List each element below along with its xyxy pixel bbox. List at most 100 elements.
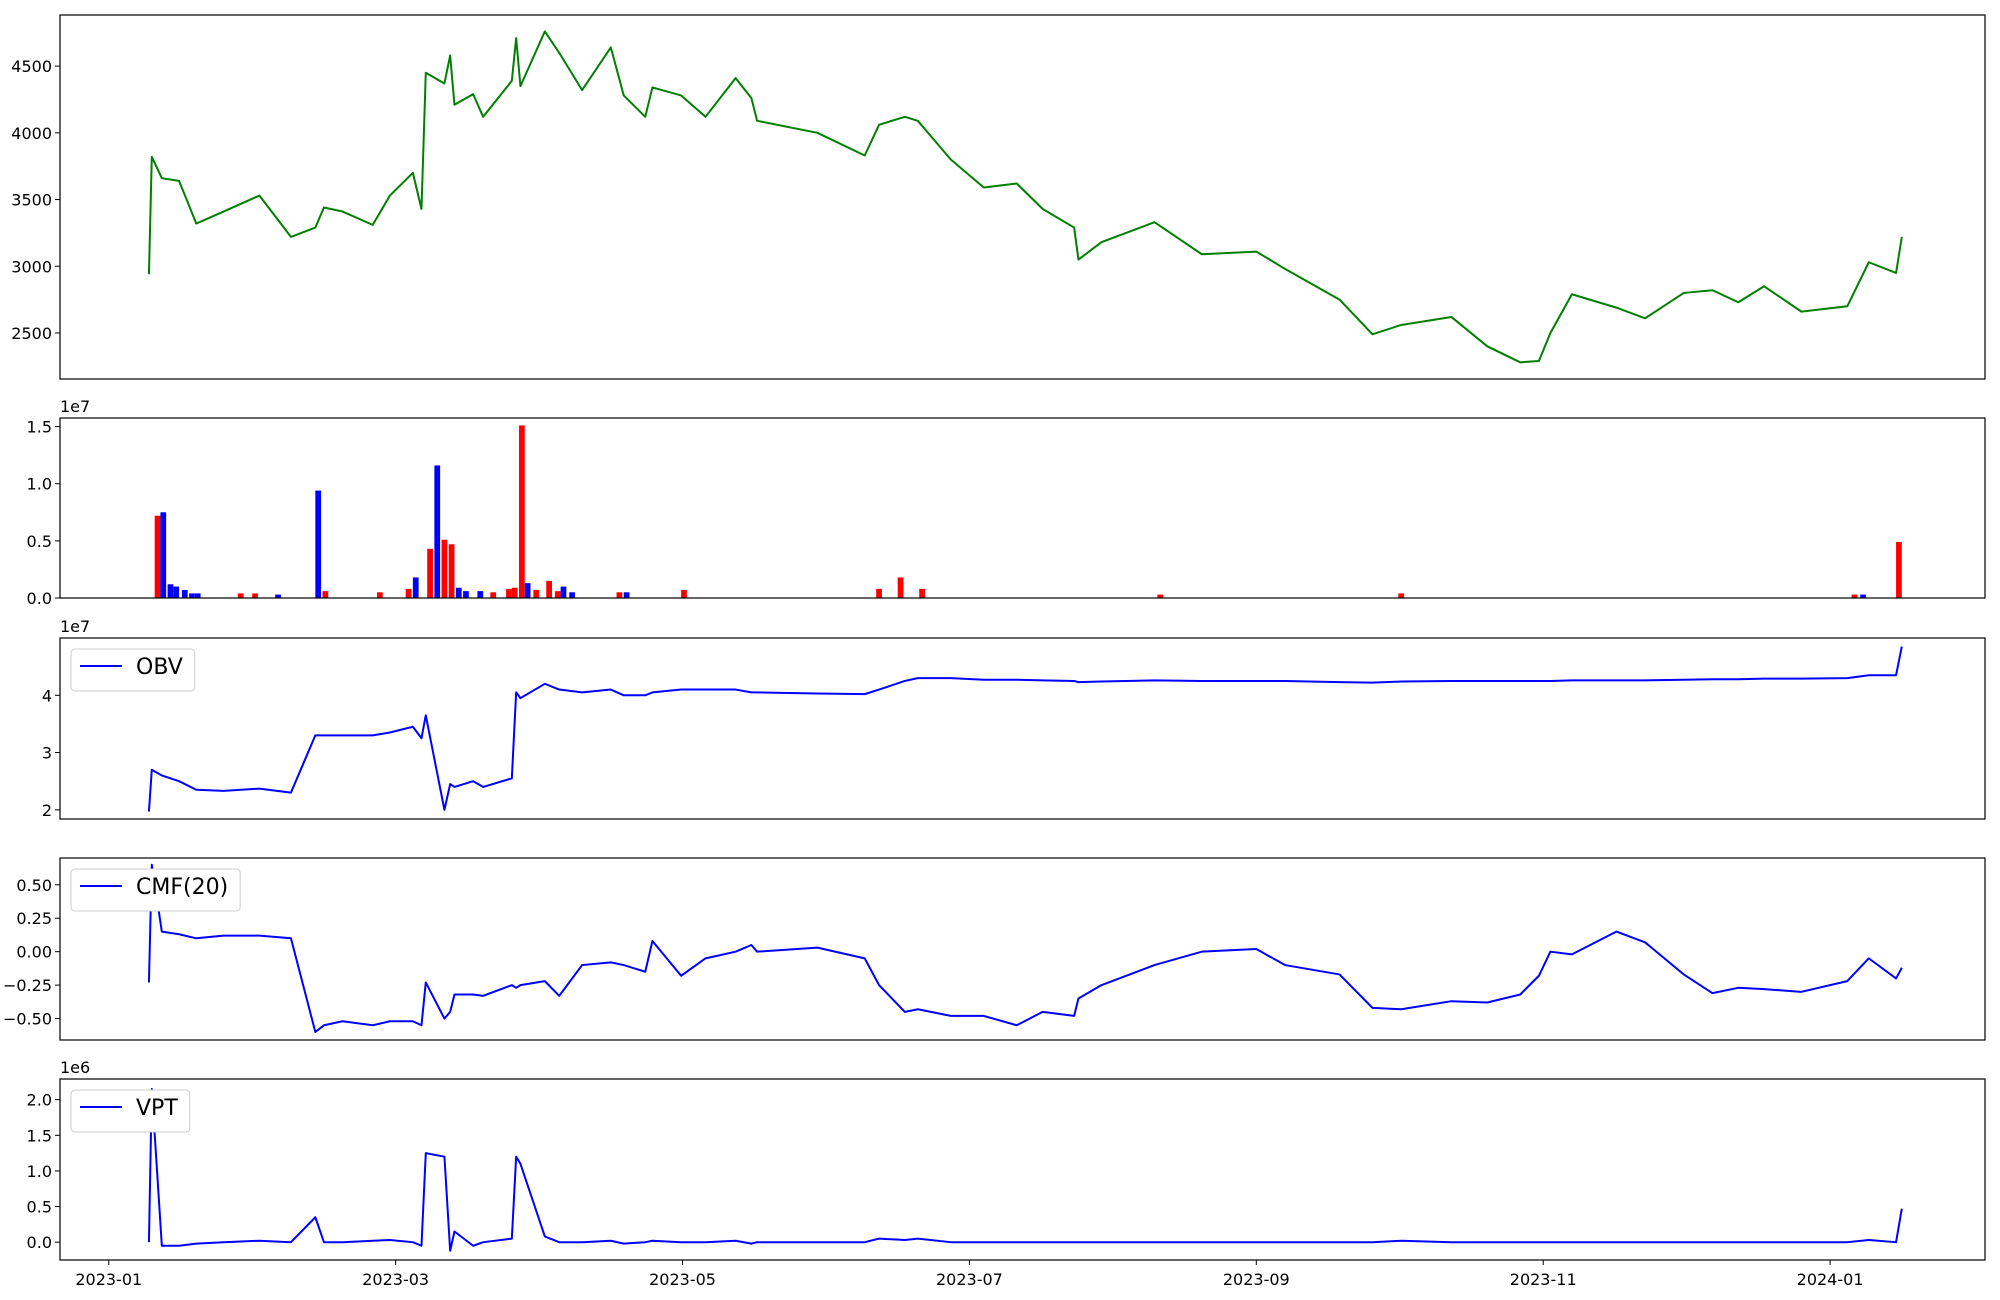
- bar: [441, 539, 448, 598]
- plot-area: [147, 30, 1903, 364]
- bar: [448, 544, 455, 598]
- bar: [524, 583, 531, 598]
- bar: [876, 588, 882, 598]
- bar: [412, 577, 419, 598]
- bar: [181, 590, 188, 598]
- bar: [477, 591, 484, 598]
- legend-label: CMF(20): [136, 875, 228, 900]
- x-tick-label: 2023-03: [362, 1270, 429, 1289]
- y-tick-label: 3500: [11, 191, 52, 210]
- bar: [554, 591, 561, 598]
- line: [147, 30, 1903, 364]
- y-tick-label: 1.5: [27, 418, 52, 437]
- y-tick-label: 4500: [11, 57, 52, 76]
- bar: [1851, 594, 1858, 598]
- y-tick-label: −0.50: [3, 1010, 52, 1029]
- plot-area: [147, 1087, 1903, 1252]
- panel: 0.0 0.5 1.0 1.5 2.0 2023-01 2023-03 2023-05 2023…: [27, 1058, 1986, 1289]
- y-tick-label: 0.25: [16, 909, 52, 928]
- x-tick-label: 2023-09: [1223, 1270, 1290, 1289]
- y-tick-label: 3000: [11, 257, 52, 276]
- y-tick-label: 2500: [11, 324, 52, 343]
- bar: [569, 592, 575, 598]
- y-tick-label: −0.25: [3, 976, 52, 995]
- y-tick-label: 1.5: [27, 1126, 52, 1145]
- x-tick-label: 2023-05: [649, 1270, 716, 1289]
- y-tick-label: 1.0: [27, 1162, 52, 1181]
- legend: CMF(20): [70, 868, 241, 912]
- x-tick-label: 2023-11: [1510, 1270, 1577, 1289]
- bar: [1398, 593, 1405, 598]
- bar: [322, 591, 329, 598]
- y-tick-label: 4000: [11, 124, 52, 143]
- axis-offset: 1e6: [60, 1058, 90, 1077]
- bar: [506, 588, 512, 598]
- bar: [154, 515, 161, 598]
- plot-area: [147, 646, 1903, 812]
- y-tick-label: 1.0: [27, 475, 52, 494]
- bar: [377, 592, 383, 598]
- plot-area: [147, 863, 1903, 1033]
- axes-frame: [59, 1078, 1986, 1261]
- y-tick-label: 0.5: [27, 1198, 52, 1217]
- x-tick-label: 2024-01: [1797, 1270, 1864, 1289]
- line: [147, 646, 1903, 812]
- bar: [519, 425, 525, 598]
- bar: [315, 490, 322, 598]
- legend-label: VPT: [136, 1096, 178, 1121]
- y-tick-label: 0.0: [27, 589, 52, 608]
- legend-box: [70, 868, 241, 912]
- axes-frame: [59, 417, 1986, 599]
- bar: [189, 593, 195, 598]
- bar: [1157, 594, 1164, 598]
- y-tick-label: 4: [42, 686, 52, 705]
- y-tick-label: 3: [42, 744, 52, 763]
- bar: [463, 591, 469, 598]
- bar: [405, 588, 412, 598]
- bar: [560, 586, 567, 598]
- bar: [237, 593, 244, 598]
- legend-label: OBV: [136, 655, 183, 680]
- line: [147, 1087, 1903, 1252]
- plot-area: [154, 425, 1902, 598]
- bar: [434, 465, 441, 598]
- bar: [511, 587, 518, 598]
- x-tick-label: 2023-07: [936, 1270, 1003, 1289]
- bar: [173, 586, 180, 598]
- bar: [616, 592, 623, 598]
- legend-box: [70, 1089, 191, 1133]
- y-tick-label: 2: [42, 801, 52, 820]
- bar: [455, 587, 462, 598]
- y-tick-label: 0.00: [16, 943, 52, 962]
- bar: [427, 548, 433, 598]
- y-tick-label: 0.0: [27, 1233, 52, 1252]
- axis-offset: 1e7: [60, 397, 90, 416]
- legend-box: [70, 648, 196, 692]
- bar: [533, 590, 540, 598]
- bar: [252, 593, 258, 598]
- axes-frame: [59, 637, 1986, 820]
- legend: VPT: [70, 1089, 191, 1133]
- x-tick-label: 2023-01: [75, 1270, 142, 1289]
- bar: [897, 577, 904, 598]
- bar: [1860, 594, 1866, 598]
- panel: 2 3 4 1e7 OBV: [42, 617, 1986, 820]
- bar: [1896, 542, 1902, 598]
- legend: OBV: [70, 648, 196, 692]
- y-tick-label: 2.0: [27, 1091, 52, 1110]
- panel: −0.50 −0.25 0.00 0.25 0.50 CMF(20): [3, 857, 1986, 1041]
- bar: [167, 584, 174, 598]
- line: [147, 863, 1903, 1033]
- panel: 0.0 0.5 1.0 1.5 1e7: [27, 397, 1986, 608]
- bar: [919, 588, 925, 598]
- y-tick-label: 0.5: [27, 532, 52, 551]
- y-tick-label: 0.50: [16, 876, 52, 895]
- axis-offset: 1e7: [60, 617, 90, 636]
- bar: [623, 592, 630, 598]
- bar: [546, 580, 553, 598]
- axes-frame: [59, 14, 1986, 380]
- bar: [194, 593, 201, 598]
- bar: [275, 594, 281, 598]
- axes-frame: [59, 857, 1986, 1041]
